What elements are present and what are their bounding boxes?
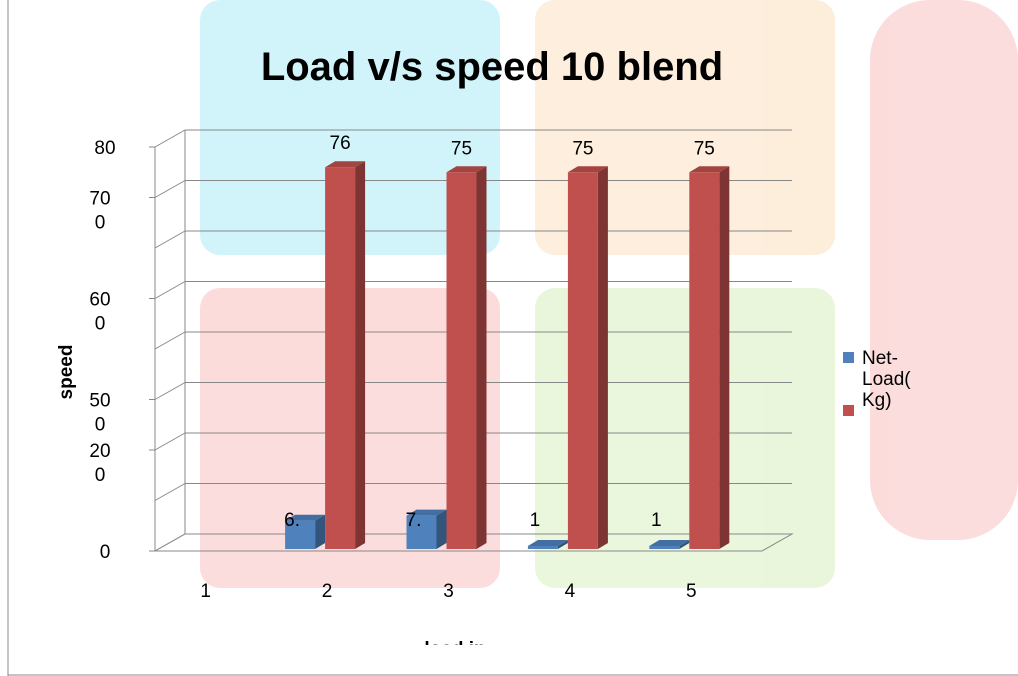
data-label: 75 <box>572 138 593 159</box>
bar-side <box>477 166 487 549</box>
bar-side <box>719 166 729 549</box>
bar <box>689 172 719 549</box>
x-tick-label: 5 <box>686 581 697 602</box>
grid-line <box>155 383 185 400</box>
bar <box>649 546 679 549</box>
grid-line <box>155 433 185 450</box>
y-tick-label: 0 <box>100 542 111 563</box>
grid-line <box>155 231 185 248</box>
x-tick-label: 4 <box>565 581 576 602</box>
y-tick-label: 80 <box>94 138 115 159</box>
data-label: 75 <box>451 138 472 159</box>
bar-side <box>355 161 365 549</box>
x-axis-label: load in <box>424 639 485 660</box>
page: Load v/s speed 10 blend speed load in 0 2… <box>0 0 1018 676</box>
bar <box>325 167 355 549</box>
grid-line <box>155 332 185 349</box>
bar <box>568 172 598 549</box>
bar-side <box>437 510 447 549</box>
y-axis-label: speed <box>56 345 77 400</box>
bar-side <box>315 515 325 549</box>
legend-label: Net-Load(Kg) <box>862 348 922 411</box>
x-tick-label: 3 <box>443 581 454 602</box>
bar <box>447 172 477 549</box>
legend-swatch <box>843 352 854 363</box>
x-tick-label: 1 <box>200 581 211 602</box>
data-label: 76 <box>330 133 351 154</box>
data-label: 1 <box>530 510 541 531</box>
legend-swatch <box>843 405 854 416</box>
grid-line <box>155 130 185 147</box>
chart: Load v/s speed 10 blend speed load in 0 2… <box>0 0 1018 676</box>
data-label: 6. <box>284 510 300 531</box>
data-label: 1 <box>651 510 662 531</box>
grid-line <box>155 181 185 198</box>
data-label: 7. <box>406 510 422 531</box>
bar <box>528 546 558 549</box>
data-label: 75 <box>694 138 715 159</box>
grid-line <box>155 282 185 299</box>
x-tick-label: 2 <box>322 581 333 602</box>
grid-line <box>155 484 185 501</box>
bar-side <box>598 166 608 549</box>
chart-title: Load v/s speed 10 blend <box>261 45 723 89</box>
